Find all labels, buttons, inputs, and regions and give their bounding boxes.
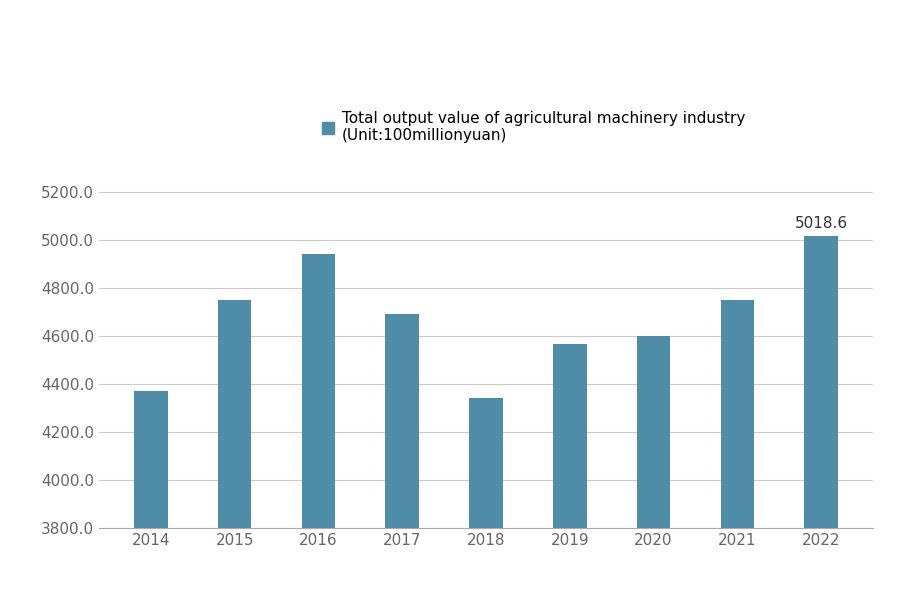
Bar (302, 254, 335, 528)
Bar (385, 314, 419, 528)
Bar (553, 344, 587, 528)
Text: 5018.6: 5018.6 (795, 216, 848, 231)
Bar (218, 300, 251, 528)
Bar (805, 236, 838, 528)
Bar (637, 336, 670, 528)
Bar (721, 300, 754, 528)
Legend: Total output value of agricultural machinery industry
(Unit:100millionyuan): Total output value of agricultural machi… (316, 105, 752, 149)
Bar (469, 398, 503, 528)
Bar (134, 391, 167, 528)
